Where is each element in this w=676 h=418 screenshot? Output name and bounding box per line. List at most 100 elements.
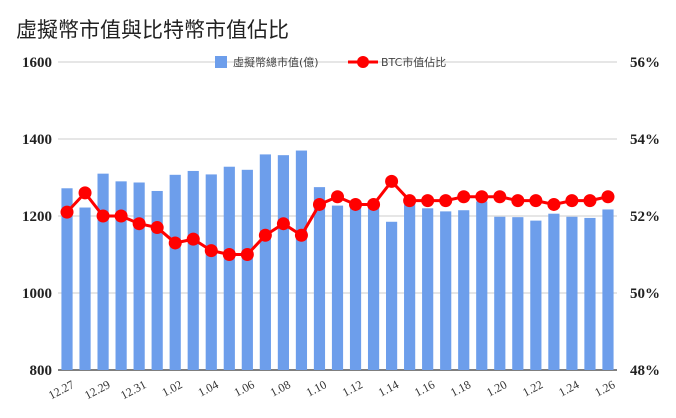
bar (79, 207, 91, 370)
x-tick-label: 1.26 (592, 377, 617, 399)
line-point (439, 194, 453, 208)
line-point (367, 197, 381, 211)
line-point (294, 228, 308, 242)
x-tick-label: 1.22 (520, 377, 545, 399)
line-point (385, 174, 399, 188)
line-point (60, 205, 74, 219)
x-tick-label: 1.24 (556, 377, 581, 399)
bar (151, 190, 163, 370)
right-tick-label: 48% (630, 363, 660, 379)
bar (530, 220, 542, 370)
bar (187, 170, 199, 370)
line-point (403, 194, 417, 208)
left-tick-label: 1200 (22, 209, 52, 225)
x-tick-label: 1.06 (232, 377, 257, 399)
line-point (114, 209, 128, 223)
line-point (132, 217, 146, 231)
line-point (349, 197, 363, 211)
line-point (511, 194, 525, 208)
line-point (312, 197, 326, 211)
bar (422, 208, 434, 370)
legend-bar-swatch (215, 56, 227, 68)
line-point (475, 190, 489, 204)
right-tick-label: 52% (630, 209, 660, 225)
bar (241, 169, 253, 370)
bar (313, 187, 326, 370)
line-point (222, 248, 236, 261)
bar (512, 217, 524, 370)
bar (97, 173, 109, 370)
bar (223, 166, 235, 370)
line-point (601, 190, 615, 204)
bar (169, 174, 181, 370)
bar (566, 216, 578, 370)
x-tick-label: 1.04 (196, 377, 221, 399)
x-tick-label: 1.14 (376, 377, 401, 399)
x-tick-label: 1.20 (484, 377, 509, 399)
line-point (547, 197, 561, 211)
bar (295, 150, 308, 370)
line-series (60, 174, 615, 261)
line-point (529, 194, 543, 208)
line-point (240, 248, 254, 261)
line-point (186, 232, 200, 246)
bar-series (61, 150, 614, 370)
x-tick-label: 1.16 (412, 377, 437, 399)
line-point (96, 209, 110, 223)
bar (584, 217, 596, 370)
right-tick-label: 50% (630, 286, 660, 302)
legend[interactable]: 虛擬幣總市值(億) BTC市值佔比 (215, 55, 446, 69)
left-tick-label: 800 (30, 363, 53, 379)
bar (476, 201, 488, 370)
x-axis-ticks: 12.27 12.29 12.31 1.02 1.04 1.06 1.08 1.10 1.12 1… (46, 377, 617, 402)
bar (458, 210, 470, 370)
line-point (150, 221, 164, 235)
line-point (421, 194, 435, 208)
left-tick-label: 1600 (22, 55, 52, 71)
line-point (168, 236, 182, 250)
x-tick-label: 1.18 (448, 377, 473, 399)
legend-bar-label: 虛擬幣總市值(億) (233, 55, 319, 69)
bar (259, 154, 271, 370)
left-tick-label: 1000 (22, 286, 52, 302)
line-point (258, 228, 272, 242)
right-axis-ticks: 48% 50% 52% 54% 56% (630, 55, 660, 379)
bar (61, 188, 73, 370)
line-point (457, 190, 471, 204)
x-tick-label: 1.02 (160, 377, 185, 399)
legend-line-label: BTC市值佔比 (381, 55, 446, 69)
bar (205, 174, 217, 370)
bar (133, 182, 145, 370)
legend-line-marker (357, 56, 369, 68)
line-point (565, 194, 579, 208)
line-point (583, 194, 597, 208)
bar (548, 213, 560, 370)
bar (602, 209, 614, 370)
bar (386, 221, 398, 370)
right-tick-label: 54% (630, 132, 660, 148)
bar (349, 205, 362, 370)
bar (440, 211, 452, 370)
bar (115, 181, 127, 370)
x-tick-label: 1.10 (304, 377, 329, 399)
chart-title: 虛擬幣市值與比特幣市值佔比 (16, 18, 289, 42)
line-point (331, 190, 344, 204)
bar (404, 202, 416, 370)
x-tick-label: 1.08 (268, 377, 293, 399)
bar (277, 155, 289, 370)
line-point (493, 190, 507, 204)
line-point (204, 244, 218, 258)
bar (331, 205, 344, 370)
line-point (276, 217, 290, 231)
x-tick-label: 12.31 (118, 377, 148, 402)
x-tick-label: 12.29 (82, 377, 112, 402)
right-tick-label: 56% (630, 55, 660, 71)
x-tick-label: 12.27 (46, 377, 76, 402)
left-tick-label: 1400 (22, 132, 52, 148)
bar (367, 202, 380, 370)
bar (494, 216, 506, 370)
line-point (78, 186, 92, 200)
x-tick-label: 1.12 (340, 377, 365, 399)
left-axis-ticks: 800 1000 1200 1400 1600 (22, 55, 52, 379)
